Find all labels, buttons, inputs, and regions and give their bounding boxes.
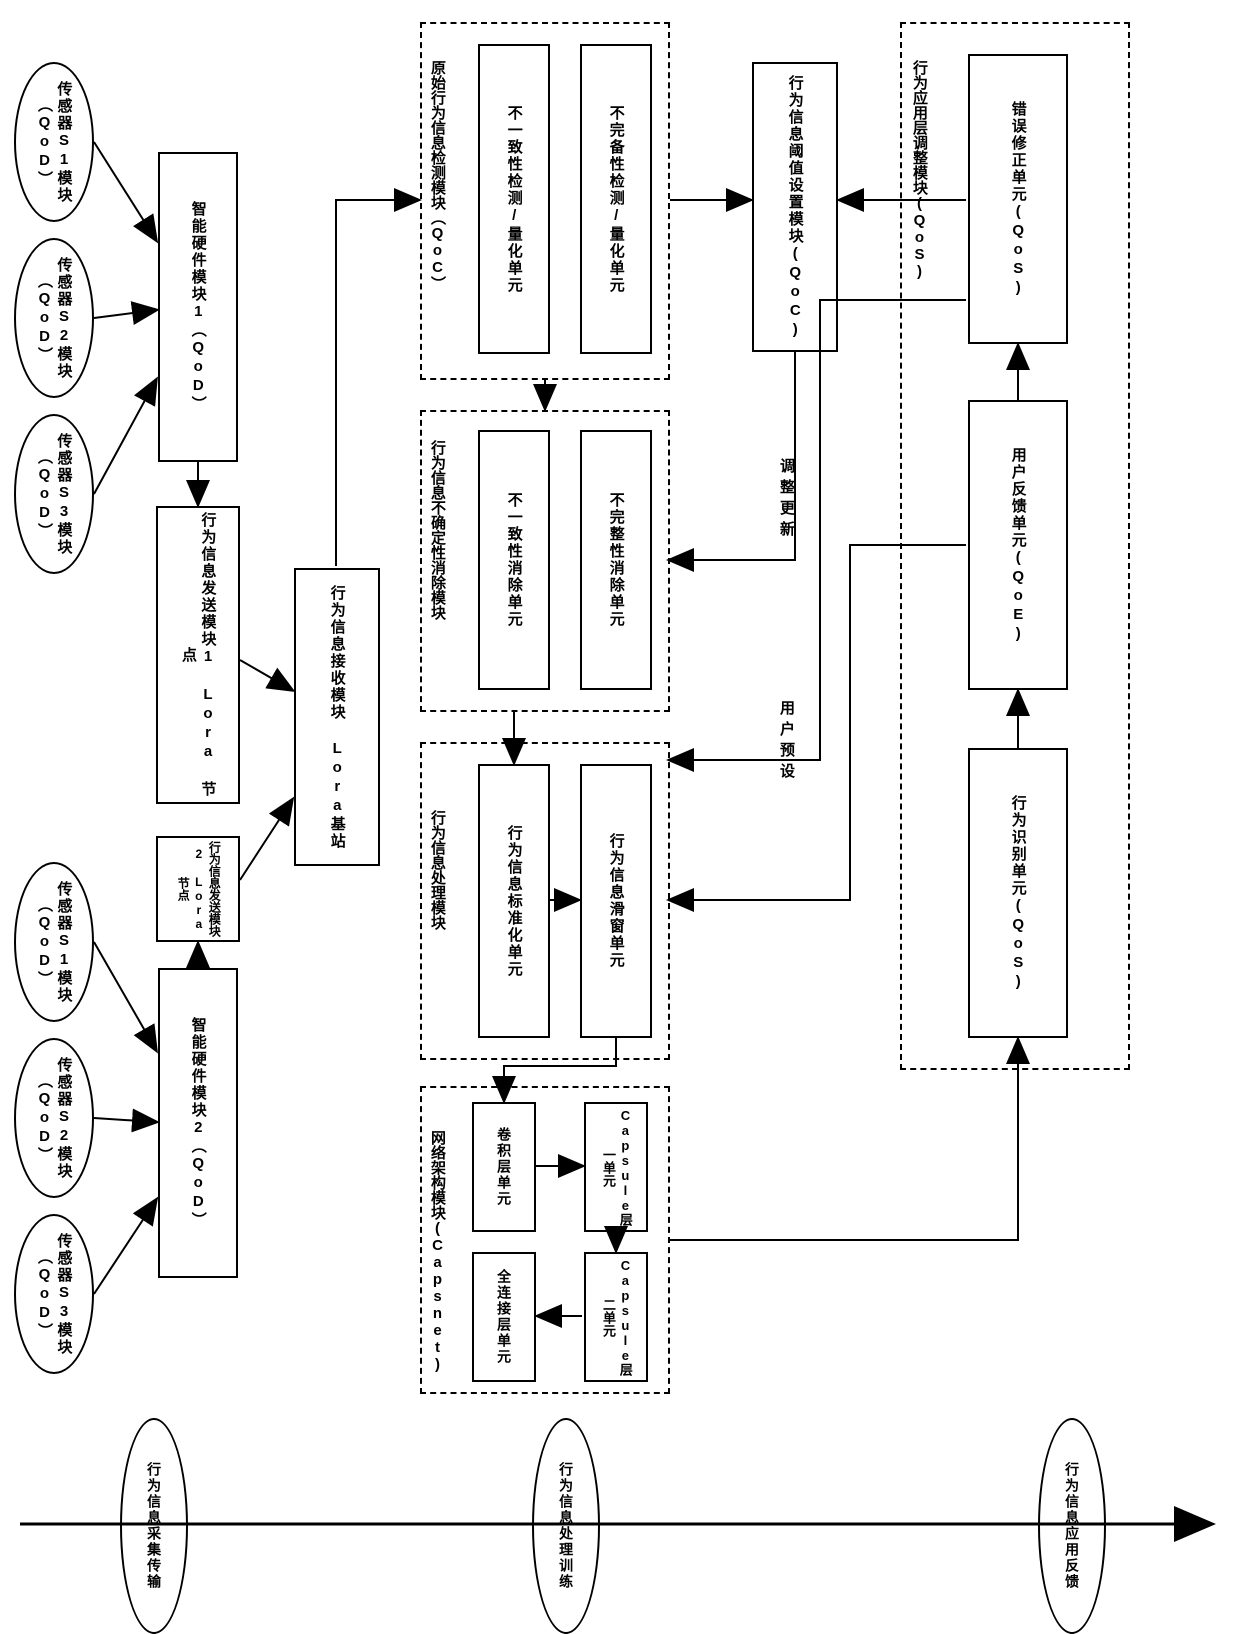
- app-user-label: 用户反馈单元(QoE): [1008, 447, 1028, 644]
- qoc-detect-u2: 不完备性检测/量化单元: [580, 44, 652, 354]
- processing-u1-label: 行为信息标准化单元: [504, 825, 524, 978]
- stage-feedback: 行为信息应用反馈: [1038, 1418, 1106, 1634]
- edge-label-preset: 用户预设: [776, 700, 797, 784]
- capsnet-cap1: Capsule层一单元: [584, 1102, 648, 1232]
- lora-send-2-visible: 行为信息发送模块2 Lora 节点: [156, 836, 240, 942]
- capsnet-cap1-label: Capsule层一单元: [599, 1104, 633, 1230]
- capsnet-title: 网络架构模块(Capsnet): [428, 1130, 446, 1373]
- qoc-detect-title: 原始行为信息检测模块（QoC）: [428, 60, 446, 291]
- threshold-module: 行为信息阈值设置模块(QoC): [752, 62, 838, 352]
- processing-title: 行为信息处理模块: [428, 810, 446, 930]
- capsnet-cap2: Capsule层二单元: [584, 1252, 648, 1382]
- sensor-s3-top-label: 传感器S3模块（QoD）: [35, 416, 74, 572]
- sensor-s1-bottom: 传感器S1模块（QoD）: [14, 862, 94, 1022]
- capsnet-fc-label: 全连接层单元: [495, 1269, 513, 1365]
- sensor-s2-top-label: 传感器S2模块（QoD）: [35, 240, 74, 396]
- lora-send-2-visible-label: 行为信息发送模块2 Lora 节点: [175, 838, 222, 940]
- stage-process: 行为信息处理训练: [532, 1418, 600, 1634]
- uncertainty-u1-label: 不一致性消除单元: [504, 492, 524, 628]
- lora-recv-label: 行为信息接收模块 Lora基站: [327, 585, 347, 850]
- threshold-label: 行为信息阈值设置模块(QoC): [785, 75, 805, 340]
- uncertainty-u2: 不完整性消除单元: [580, 430, 652, 690]
- sensor-s3-bottom-label: 传感器S3模块（QoD）: [35, 1216, 74, 1372]
- qoc-detect-u1-label: 不一致性检测/量化单元: [504, 105, 524, 294]
- sensor-s2-bottom-label: 传感器S2模块（QoD）: [35, 1040, 74, 1196]
- capsnet-conv: 卷积层单元: [472, 1102, 536, 1232]
- capsnet-cap2-label: Capsule层二单元: [599, 1254, 633, 1380]
- stage-collect: 行为信息采集传输: [120, 1418, 188, 1634]
- sensor-s2-bottom: 传感器S2模块（QoD）: [14, 1038, 94, 1198]
- sensor-s1-bottom-label: 传感器S1模块（QoD）: [35, 864, 74, 1020]
- app-err-label: 错误修正单元(QoS): [1008, 101, 1028, 298]
- hardware-module-2-label: 智能硬件模块2（QoD）: [188, 1017, 208, 1229]
- stage-collect-label: 行为信息采集传输: [145, 1462, 163, 1590]
- sensor-s3-bottom: 传感器S3模块（QoD）: [14, 1214, 94, 1374]
- lora-recv: 行为信息接收模块 Lora基站: [294, 568, 380, 866]
- stage-feedback-label: 行为信息应用反馈: [1063, 1462, 1081, 1590]
- lora-send-1-label: 行为信息发送模块1 Lora 节点: [179, 508, 218, 802]
- app-err: 错误修正单元(QoS): [968, 54, 1068, 344]
- uncertainty-title: 行为信息不确定性消除模块: [428, 440, 446, 620]
- processing-u1: 行为信息标准化单元: [478, 764, 550, 1038]
- sensor-s1-top: 传感器S1模块（QoD）: [14, 62, 94, 222]
- app-layer-title: 行为应用层调整模块(QoS): [910, 60, 928, 280]
- edge-label-adjust: 调整更新: [776, 458, 797, 542]
- uncertainty-u2-label: 不完整性消除单元: [606, 492, 626, 628]
- capsnet-fc: 全连接层单元: [472, 1252, 536, 1382]
- uncertainty-u1: 不一致性消除单元: [478, 430, 550, 690]
- sensor-s1-top-label: 传感器S1模块（QoD）: [35, 64, 74, 220]
- lora-send-1: 行为信息发送模块1 Lora 节点: [156, 506, 240, 804]
- sensor-s2-top: 传感器S2模块（QoD）: [14, 238, 94, 398]
- app-rec: 行为识别单元(QoS): [968, 748, 1068, 1038]
- qoc-detect-u1: 不一致性检测/量化单元: [478, 44, 550, 354]
- sensor-s3-top: 传感器S3模块（QoD）: [14, 414, 94, 574]
- hardware-module-1: 智能硬件模块1（QoD）: [158, 152, 238, 462]
- hardware-module-2: 智能硬件模块2（QoD）: [158, 968, 238, 1278]
- app-rec-label: 行为识别单元(QoS): [1008, 795, 1028, 992]
- hardware-module-1-label: 智能硬件模块1（QoD）: [188, 201, 208, 413]
- processing-u2: 行为信息滑窗单元: [580, 764, 652, 1038]
- processing-u2-label: 行为信息滑窗单元: [606, 833, 626, 969]
- stage-process-label: 行为信息处理训练: [557, 1462, 575, 1590]
- capsnet-conv-label: 卷积层单元: [495, 1127, 513, 1207]
- app-user: 用户反馈单元(QoE): [968, 400, 1068, 690]
- qoc-detect-u2-label: 不完备性检测/量化单元: [606, 105, 626, 294]
